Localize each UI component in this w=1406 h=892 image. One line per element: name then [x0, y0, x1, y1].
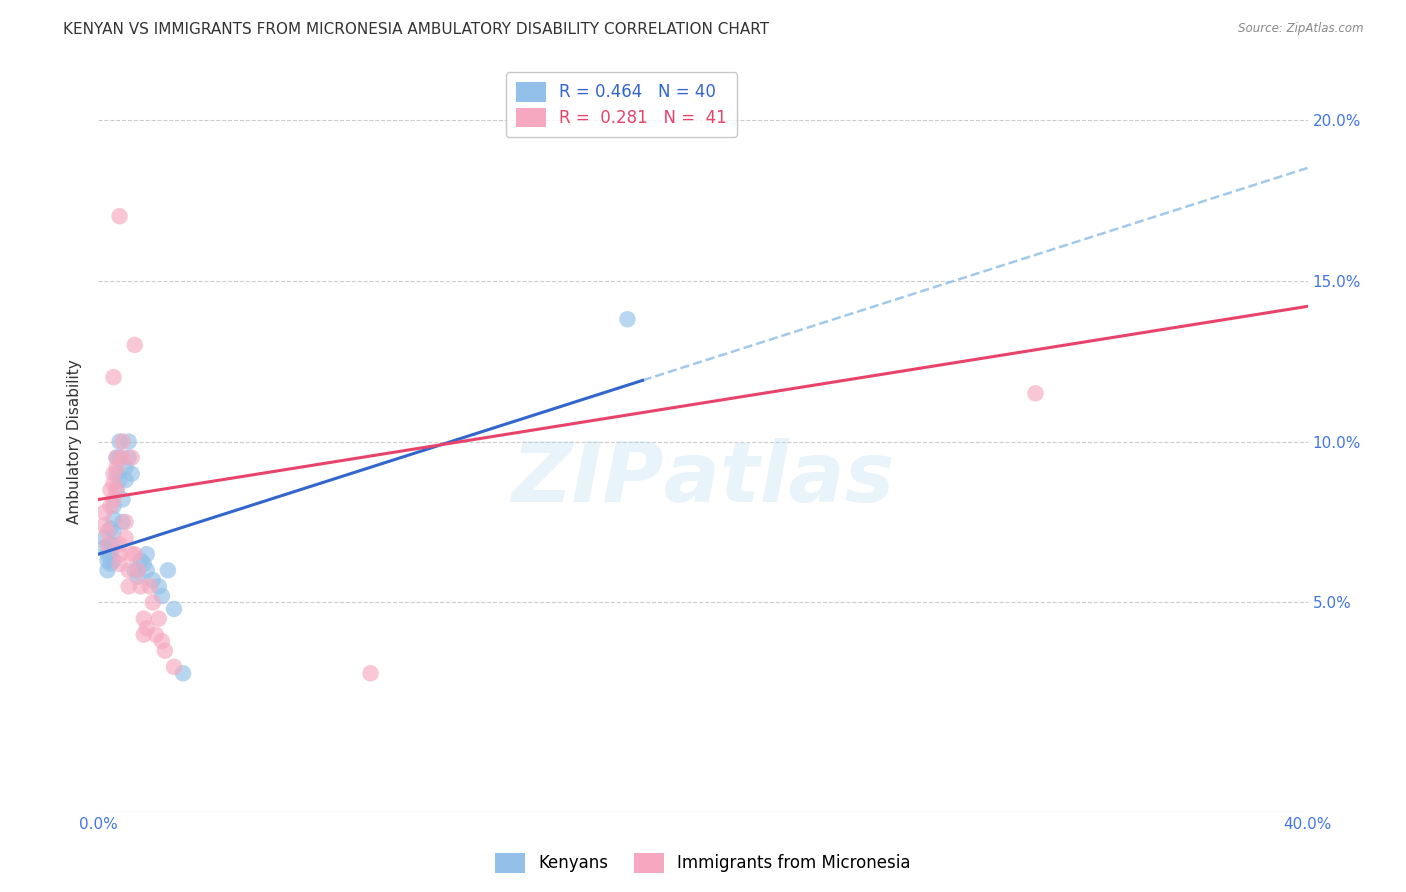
- Point: [105, 467, 128, 481]
- Point: [105, 450, 128, 465]
- Point: [103, 554, 125, 568]
- Point: [142, 573, 165, 587]
- Point: [132, 628, 155, 642]
- Point: [114, 473, 136, 487]
- Point: [100, 547, 122, 561]
- Point: [100, 557, 122, 571]
- Point: [148, 579, 170, 593]
- Point: [360, 666, 382, 681]
- Point: [124, 563, 146, 577]
- Point: [127, 563, 149, 577]
- Point: [132, 557, 155, 571]
- Point: [124, 547, 146, 561]
- Point: [121, 467, 143, 481]
- Point: [108, 557, 131, 571]
- Point: [96, 554, 118, 568]
- Point: [108, 547, 131, 561]
- Legend: Kenyans, Immigrants from Micronesia: Kenyans, Immigrants from Micronesia: [489, 847, 917, 880]
- Point: [150, 634, 173, 648]
- Point: [114, 515, 136, 529]
- Point: [118, 563, 141, 577]
- Point: [111, 434, 134, 449]
- Point: [135, 621, 157, 635]
- Point: [132, 611, 155, 625]
- Point: [121, 547, 143, 561]
- Point: [135, 547, 157, 561]
- Point: [145, 628, 167, 642]
- Point: [103, 524, 125, 539]
- Point: [96, 537, 118, 551]
- Point: [108, 434, 131, 449]
- Point: [108, 537, 131, 551]
- Point: [172, 666, 194, 681]
- Point: [108, 473, 131, 487]
- Point: [139, 579, 162, 593]
- Text: KENYAN VS IMMIGRANTS FROM MICRONESIA AMBULATORY DISABILITY CORRELATION CHART: KENYAN VS IMMIGRANTS FROM MICRONESIA AMB…: [63, 22, 769, 37]
- Point: [108, 209, 131, 223]
- Point: [142, 595, 165, 609]
- Point: [105, 450, 128, 465]
- Point: [93, 505, 115, 519]
- Point: [118, 450, 141, 465]
- Point: [103, 499, 125, 513]
- Point: [100, 499, 122, 513]
- Point: [103, 537, 125, 551]
- Legend: R = 0.464   N = 40, R =  0.281   N =  41: R = 0.464 N = 40, R = 0.281 N = 41: [506, 72, 737, 137]
- Point: [108, 450, 131, 465]
- Point: [103, 467, 125, 481]
- Point: [105, 483, 128, 497]
- Point: [111, 492, 134, 507]
- Point: [129, 554, 152, 568]
- Point: [103, 370, 125, 384]
- Point: [153, 644, 176, 658]
- Point: [150, 589, 173, 603]
- Point: [100, 521, 122, 535]
- Point: [148, 611, 170, 625]
- Point: [96, 547, 118, 561]
- Y-axis label: Ambulatory Disability: Ambulatory Disability: [67, 359, 83, 524]
- Point: [103, 512, 125, 526]
- Point: [103, 492, 125, 507]
- Point: [105, 483, 128, 497]
- Point: [96, 563, 118, 577]
- Point: [93, 518, 115, 533]
- Point: [93, 541, 115, 555]
- Point: [96, 524, 118, 539]
- Point: [118, 434, 141, 449]
- Point: [124, 338, 146, 352]
- Point: [121, 450, 143, 465]
- Point: [129, 579, 152, 593]
- Point: [111, 515, 134, 529]
- Point: [93, 531, 115, 545]
- Point: [111, 450, 134, 465]
- Point: [114, 460, 136, 475]
- Point: [114, 531, 136, 545]
- Point: [103, 476, 125, 491]
- Point: [1024, 386, 1046, 401]
- Point: [135, 563, 157, 577]
- Text: Source: ZipAtlas.com: Source: ZipAtlas.com: [1239, 22, 1364, 36]
- Point: [616, 312, 638, 326]
- Point: [100, 483, 122, 497]
- Point: [118, 579, 141, 593]
- Point: [163, 602, 186, 616]
- Point: [127, 570, 149, 584]
- Text: ZIP​atlas: ZIP​atlas: [512, 438, 894, 519]
- Point: [105, 460, 128, 475]
- Point: [156, 563, 179, 577]
- Point: [163, 660, 186, 674]
- Point: [100, 537, 122, 551]
